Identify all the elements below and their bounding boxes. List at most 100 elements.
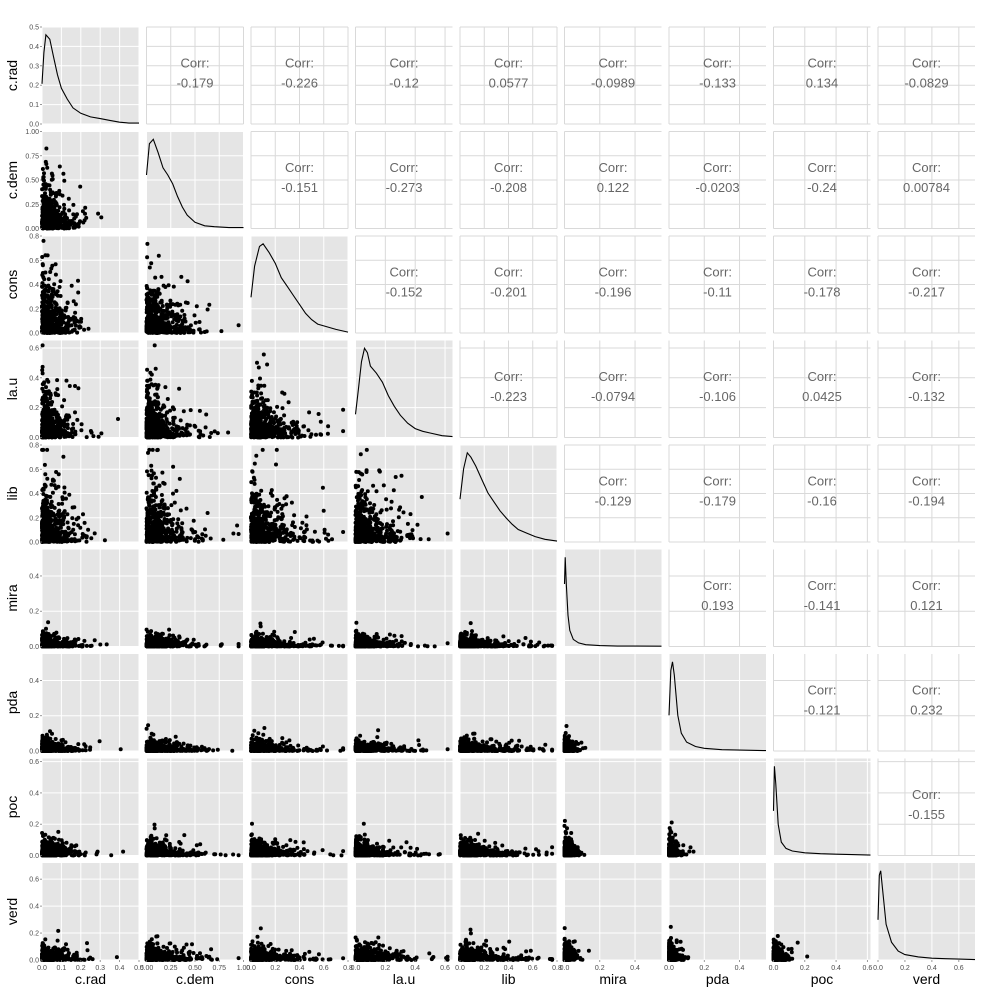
scatter-point: [44, 162, 49, 166]
scatter-point: [44, 146, 49, 151]
scatter-point: [180, 308, 185, 313]
scatter-point: [145, 299, 149, 304]
scatter-point: [304, 514, 309, 519]
scatter-point: [46, 538, 51, 543]
y-tick-label: 0.2: [29, 83, 39, 90]
scatter-point: [57, 188, 62, 193]
scatter-point: [83, 205, 88, 210]
scatter-point: [171, 491, 175, 496]
scatter-point: [76, 290, 81, 295]
scatter-point: [46, 379, 51, 384]
scatter-point: [177, 476, 182, 481]
scatter-point: [84, 215, 89, 220]
scatter-point: [341, 429, 346, 434]
scatter-point: [197, 327, 202, 332]
scatter-point: [149, 415, 154, 420]
scatter-point: [196, 434, 201, 439]
scatter-point: [185, 279, 190, 284]
scatter-point: [261, 352, 266, 357]
corr-label: Corr:: [703, 160, 732, 175]
corr-label: Corr:: [808, 369, 837, 384]
scatter-point: [155, 448, 160, 453]
scatter-point: [50, 173, 55, 178]
scatter-point: [304, 523, 309, 528]
scatter-point: [42, 298, 46, 303]
scatter-point: [41, 525, 46, 530]
scatter-point: [45, 420, 50, 425]
y-axis-label: cons: [4, 270, 20, 300]
scatter-point: [255, 360, 259, 365]
scatter-point: [157, 422, 162, 427]
scatter-point: [251, 407, 256, 412]
scatter-point: [297, 434, 302, 439]
scatter-point: [256, 410, 261, 415]
scatter-point: [41, 238, 46, 243]
scatter-point: [306, 428, 311, 433]
scatter-point: [192, 423, 197, 428]
panel-cons-vs-pda: Corr:-0.11: [668, 235, 766, 334]
scatter-point: [41, 447, 46, 452]
corr-label: Corr:: [390, 160, 419, 175]
scatter-point: [157, 483, 162, 488]
scatter-point: [54, 292, 59, 297]
scatter-point: [145, 412, 150, 417]
scatter-point: [163, 313, 168, 317]
y-tick-label: 0.6: [29, 345, 39, 352]
panel-c-rad-vs-c-dem: Corr:-0.179: [146, 26, 244, 125]
scatter-point: [156, 253, 161, 258]
scatter-point: [261, 429, 266, 434]
scatter-point: [62, 398, 67, 403]
scatter-point: [309, 432, 314, 437]
y-tick-label: 0.8: [29, 234, 39, 241]
scatter-point: [43, 191, 47, 196]
scatter-point: [297, 535, 302, 540]
scatter-point: [65, 216, 69, 221]
scatter-point: [75, 212, 79, 217]
scatter-point: [251, 428, 256, 433]
scatter-point: [50, 524, 55, 529]
scatter-point: [280, 406, 285, 411]
scatter-point: [62, 178, 67, 183]
panel-c-rad-vs-lib: Corr:0.0577: [459, 26, 558, 125]
scatter-point: [251, 432, 256, 437]
scatter-point: [55, 534, 60, 539]
scatter-point: [81, 512, 85, 517]
scatter-point: [284, 502, 289, 507]
scatter-point: [66, 196, 71, 201]
scatter-point: [56, 214, 61, 219]
scatter-point: [51, 315, 56, 320]
scatter-point: [301, 424, 306, 429]
scatter-point: [275, 404, 280, 409]
scatter-point: [145, 393, 150, 398]
scatter-point: [151, 504, 156, 509]
panel-c-rad-vs-verd: Corr:-0.0829: [877, 26, 975, 125]
scatter-point: [172, 500, 177, 505]
scatter-point: [71, 225, 76, 230]
scatter-point: [46, 295, 51, 300]
scatter-point: [40, 263, 45, 268]
scatter-point: [40, 422, 45, 427]
panel-c-rad-vs-pda: Corr:-0.133: [668, 26, 766, 125]
panel-c-rad-vs-cons: Corr:-0.226: [250, 26, 349, 125]
scatter-point: [50, 490, 55, 495]
scatter-point: [77, 319, 82, 324]
scatter-point: [184, 506, 189, 511]
scatter-point: [53, 208, 57, 212]
panel-c-dem-vs-c-rad: 0.000.250.500.751.00c.dem: [4, 129, 140, 233]
scatter-point: [57, 164, 62, 169]
panel-la-u-vs-cons: [249, 340, 349, 440]
scatter-point: [45, 447, 50, 452]
corr-label: Corr:: [494, 265, 523, 280]
scatter-point: [40, 395, 45, 400]
scatter-point: [180, 521, 185, 526]
scatter-point: [203, 425, 208, 430]
scatter-point: [154, 308, 159, 313]
scatter-point: [146, 520, 151, 524]
scatter-point: [50, 177, 55, 182]
corr-label: Corr:: [599, 160, 628, 175]
scatter-point: [158, 539, 163, 544]
scatter-point: [296, 428, 301, 433]
scatter-point: [116, 417, 120, 421]
scatter-point: [149, 463, 154, 468]
scatter-point: [161, 327, 165, 332]
